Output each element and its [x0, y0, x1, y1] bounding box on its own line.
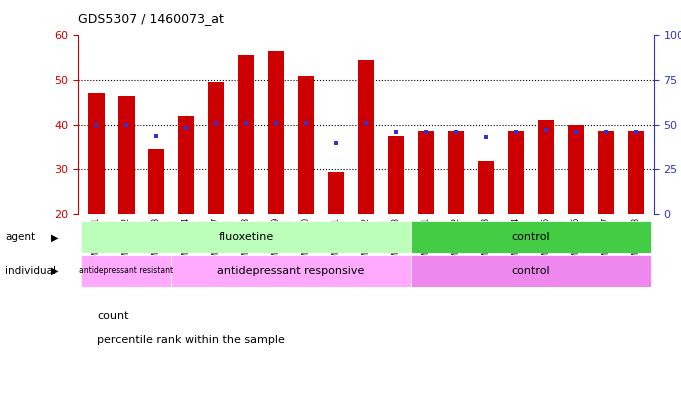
Bar: [88, 94, 105, 214]
Bar: [238, 55, 255, 214]
Bar: [411, 221, 651, 253]
Bar: [411, 255, 651, 287]
Text: ▶: ▶: [51, 232, 59, 242]
Bar: [328, 172, 345, 214]
Text: GDS5307 / 1460073_at: GDS5307 / 1460073_at: [78, 12, 224, 25]
Text: ▶: ▶: [51, 266, 59, 276]
Bar: [447, 132, 464, 214]
Bar: [537, 120, 554, 214]
Text: control: control: [511, 266, 550, 276]
Text: fluoxetine: fluoxetine: [219, 232, 274, 242]
Text: count: count: [97, 311, 129, 321]
Bar: [118, 96, 135, 214]
Bar: [171, 255, 411, 287]
Bar: [268, 51, 285, 214]
Text: antidepressant resistant: antidepressant resistant: [79, 266, 174, 275]
Bar: [567, 125, 584, 214]
Bar: [81, 221, 411, 253]
Text: agent: agent: [5, 232, 35, 242]
Bar: [417, 132, 434, 214]
Bar: [178, 116, 195, 214]
Bar: [597, 132, 614, 214]
Text: antidepressant responsive: antidepressant responsive: [217, 266, 365, 276]
Bar: [387, 136, 405, 214]
Bar: [627, 132, 644, 214]
Bar: [298, 75, 315, 214]
Bar: [507, 132, 524, 214]
Text: control: control: [511, 232, 550, 242]
Bar: [208, 82, 225, 214]
Bar: [358, 60, 375, 214]
Bar: [477, 160, 494, 214]
Bar: [148, 149, 165, 214]
Bar: [81, 255, 171, 287]
Text: individual: individual: [5, 266, 57, 276]
Text: percentile rank within the sample: percentile rank within the sample: [97, 335, 285, 345]
